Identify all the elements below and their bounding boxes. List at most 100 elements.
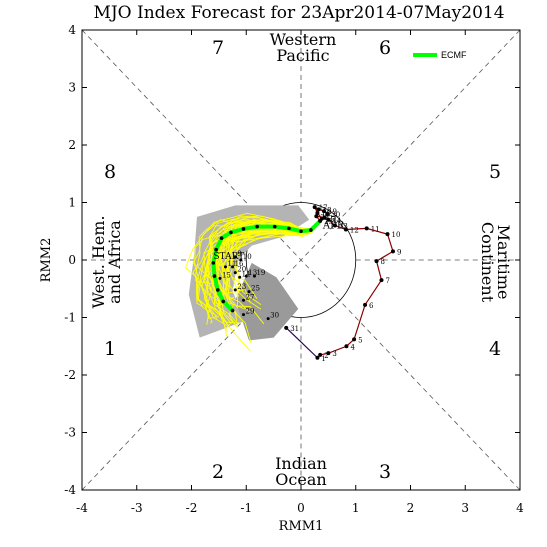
observed-point-label: 5 — [358, 336, 362, 344]
forecast-day-label: 14 — [242, 270, 251, 278]
diagonal-line — [81, 29, 521, 491]
observed-point-label: 13 — [339, 223, 348, 231]
observed-point-label: 9 — [397, 248, 401, 256]
observed-point — [363, 302, 368, 307]
x-tick-label: 0 — [297, 501, 305, 515]
y-tick-label: 4 — [68, 23, 76, 37]
ecmf-day-marker — [309, 228, 313, 232]
forecast-day-marker — [266, 317, 270, 321]
x-tick-label: -2 — [186, 501, 198, 515]
observed-point-label: 20 — [331, 211, 340, 219]
observed-point-label: 15 — [326, 216, 335, 224]
annotations: START APR — [213, 220, 344, 261]
observed-point — [318, 352, 323, 357]
region-western-pacific-line1: Western — [270, 30, 337, 49]
observed-point — [352, 337, 357, 342]
observed-point — [318, 218, 323, 223]
ecmf-day-marker — [211, 261, 216, 265]
month-label: APR — [322, 220, 345, 231]
y-tick-label: 0 — [68, 253, 76, 267]
observed-point-label: 12 — [350, 227, 359, 235]
forecast-day-label: 15 — [222, 271, 231, 279]
forecast-day-marker — [247, 290, 251, 294]
x-tick-label: -4 — [76, 501, 88, 515]
region-maritime-line2: Continent — [478, 222, 497, 303]
forecast-day-label: 30 — [270, 312, 279, 320]
forecast-day-marker — [238, 275, 242, 279]
ecmf-day-marker — [241, 227, 246, 231]
observed-point-label: 3 — [332, 350, 336, 358]
region-west-hem-line1: West. Hem. — [89, 215, 108, 308]
y-tick-label: 3 — [68, 81, 76, 95]
y-tick-label: 1 — [68, 196, 76, 210]
forecast-day-marker — [233, 271, 237, 275]
forecast-day-marker — [233, 255, 237, 259]
observed-point — [332, 223, 337, 228]
forecast-day-marker — [242, 313, 246, 317]
ensemble-member-line — [226, 220, 321, 328]
observed-point-label: 2 — [324, 352, 328, 360]
observed-point — [312, 205, 317, 210]
phase-number-5: 5 — [489, 161, 501, 183]
forecast-day-marker — [252, 274, 256, 278]
ensemble-member-line — [215, 218, 321, 294]
forecast-day-marker — [223, 265, 227, 269]
ecmf-day-marker — [287, 226, 291, 231]
observed-point — [326, 351, 331, 356]
ecmf-day-marker — [272, 224, 277, 229]
forecast-day-label: 13 — [248, 269, 257, 277]
observed-point — [284, 325, 289, 330]
ecmf-day-marker — [230, 308, 235, 313]
phase-number-6: 6 — [379, 37, 391, 59]
forecast-day-label: 9 — [237, 250, 241, 258]
observed-point — [364, 226, 369, 231]
forecast-day-marker — [242, 298, 246, 302]
observed-point-label: 31 — [290, 325, 299, 333]
x-axis-ticks: -4 -3 -2 -1 0 1 2 3 4 — [76, 30, 524, 515]
observed-point — [316, 207, 321, 212]
y-tick-label: -2 — [64, 368, 76, 382]
observed-point-label: 11 — [371, 225, 380, 233]
y-tick-label: 2 — [68, 138, 76, 152]
forecast-day-marker — [231, 265, 235, 269]
forecast-day-label: 25 — [251, 285, 260, 293]
observed-point — [321, 209, 326, 214]
chart-title: MJO Index Forecast for 23Apr2014-07May20… — [93, 3, 504, 23]
forecast-day-label: 11 — [227, 260, 236, 268]
observed-point-label: 17 — [319, 204, 328, 212]
start-label: START — [213, 252, 244, 262]
y-axis-label: RMM2 — [39, 238, 54, 283]
region-indian-ocean-line2: Ocean — [275, 470, 326, 489]
phase-number-2: 2 — [212, 461, 224, 483]
y-tick-label: -1 — [64, 311, 76, 325]
forecast-day-marker — [233, 288, 237, 292]
observed-point-label: 8 — [381, 258, 385, 266]
phase-number-1: 1 — [104, 338, 116, 360]
forecast-day-marker — [244, 274, 248, 278]
observed-point — [314, 214, 319, 219]
ecmf-day-marker — [212, 274, 217, 278]
forecast-day-label: 19 — [256, 269, 265, 277]
ecmf-day-marker — [221, 299, 226, 304]
phase-number-4: 4 — [489, 338, 501, 360]
forecast-day-label: 29 — [246, 308, 255, 316]
spread-region — [235, 262, 299, 341]
observed-point-label: 23 — [324, 218, 333, 226]
unit-circle — [245, 202, 357, 318]
x-tick-label: 1 — [352, 501, 360, 515]
forecast-day-label: 27 — [246, 293, 255, 301]
ecmf-day-marker — [229, 230, 233, 235]
region-western-pacific-line2: Pacific — [276, 46, 329, 65]
legend-label-ecmf: ECMF — [441, 50, 467, 60]
x-tick-label: 2 — [407, 501, 415, 515]
x-axis-label: RMM1 — [279, 519, 324, 534]
observed-point-label: 1 — [321, 355, 325, 363]
observed-series: 311234567891011121314151617181920212223 — [284, 204, 401, 363]
observed-point-label: 14 — [332, 217, 341, 225]
x-tick-label: 4 — [516, 501, 524, 515]
y-tick-label: -4 — [64, 483, 76, 497]
